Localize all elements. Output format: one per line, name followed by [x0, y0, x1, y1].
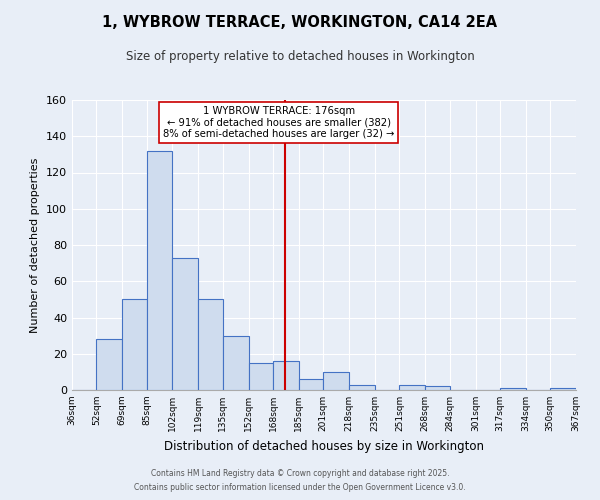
Bar — [400, 384, 425, 390]
Text: 1, WYBROW TERRACE, WORKINGTON, CA14 2EA: 1, WYBROW TERRACE, WORKINGTON, CA14 2EA — [103, 15, 497, 30]
Bar — [122, 300, 146, 390]
Text: Size of property relative to detached houses in Workington: Size of property relative to detached ho… — [125, 50, 475, 63]
Bar — [172, 258, 199, 390]
Bar — [146, 151, 172, 390]
Bar — [223, 336, 248, 390]
Bar — [97, 339, 122, 390]
Bar — [425, 386, 449, 390]
Bar — [299, 379, 323, 390]
Y-axis label: Number of detached properties: Number of detached properties — [31, 158, 40, 332]
Text: Contains public sector information licensed under the Open Government Licence v3: Contains public sector information licen… — [134, 484, 466, 492]
Bar — [248, 363, 273, 390]
Bar — [550, 388, 576, 390]
Bar — [323, 372, 349, 390]
X-axis label: Distribution of detached houses by size in Workington: Distribution of detached houses by size … — [164, 440, 484, 452]
Text: 1 WYBROW TERRACE: 176sqm
← 91% of detached houses are smaller (382)
8% of semi-d: 1 WYBROW TERRACE: 176sqm ← 91% of detach… — [163, 106, 394, 139]
Text: Contains HM Land Registry data © Crown copyright and database right 2025.: Contains HM Land Registry data © Crown c… — [151, 468, 449, 477]
Bar — [349, 384, 375, 390]
Bar — [273, 361, 299, 390]
Bar — [199, 300, 223, 390]
Bar — [500, 388, 526, 390]
